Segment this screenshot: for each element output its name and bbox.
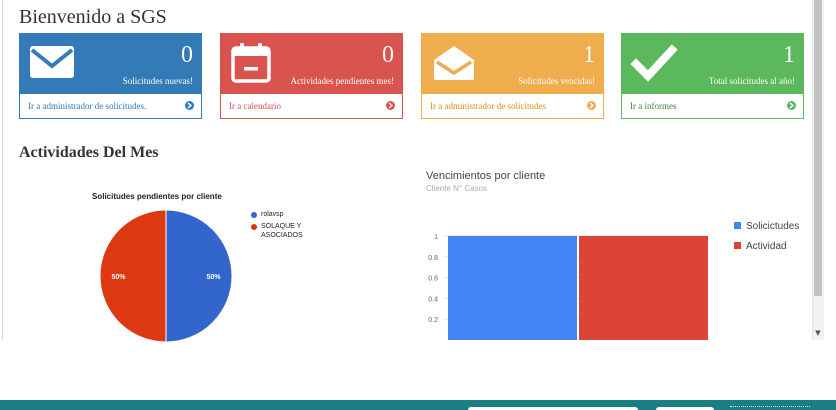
y-tick-label: 1	[434, 234, 438, 241]
card-count: 1	[783, 42, 795, 68]
bar-legend: Solicictudes Actividad	[734, 220, 799, 260]
bar[interactable]	[448, 236, 577, 340]
card-label: Actividades pendientes mes!	[290, 76, 394, 86]
scrollbar-thumb[interactable]	[814, 0, 822, 296]
card-count: 1	[583, 42, 595, 68]
footer-button[interactable]	[656, 407, 714, 410]
legend-dot	[251, 224, 257, 230]
legend-swatch	[734, 242, 741, 249]
footer-bar	[0, 400, 836, 410]
card-link-label: Ir a administrador de solicitudes	[430, 101, 546, 111]
page-title: Bienvenido a SGS	[19, 6, 167, 28]
card-link[interactable]: Ir a informes	[622, 94, 803, 118]
arrow-circle-right-icon	[386, 101, 395, 110]
card-count: 0	[382, 42, 394, 68]
card-header: 0 Solicitudes nuevas!	[20, 34, 201, 94]
card-label: Solicitudes nuevas!	[122, 76, 193, 86]
legend-label: SOLAQUE Y ASOCIADOS	[261, 223, 303, 239]
pending-activities-card: 0 Actividades pendientes mes! Ir a calen…	[220, 33, 403, 119]
card-label: Solicitudes vencidas!	[518, 76, 595, 86]
pie-slice-label: 50%	[207, 274, 222, 281]
legend-swatch	[734, 222, 741, 229]
arrow-circle-right-icon	[185, 101, 194, 110]
arrow-circle-right-icon	[787, 101, 796, 110]
card-header: 0 Actividades pendientes mes!	[221, 34, 402, 94]
scroll-down-icon[interactable]: ▼	[815, 329, 821, 337]
card-header: 1 Solicitudes vencidas!	[422, 34, 603, 94]
legend-dot	[251, 212, 257, 218]
calendar-icon	[231, 43, 271, 83]
y-tick-label: 0.2	[428, 317, 438, 324]
pie-slice[interactable]	[99, 209, 167, 342]
pie-chart: 50% 50%	[99, 209, 233, 342]
y-tick-label: 0.6	[428, 276, 438, 283]
y-tick-label: 0.4	[428, 296, 438, 303]
bar-chart-title: Vencimientos por cliente	[426, 170, 546, 182]
content-border	[2, 0, 3, 340]
pie-legend-item[interactable]: rolavsp	[251, 210, 311, 219]
footer-input[interactable]	[468, 407, 638, 410]
card-link[interactable]: Ir a calendario	[221, 94, 402, 118]
total-requests-card: 1 Total solicitudes al año! Ir a informe…	[621, 33, 804, 119]
pie-slice[interactable]	[165, 209, 233, 342]
bar-legend-item[interactable]: Actividad	[734, 240, 799, 253]
check-icon	[630, 44, 678, 82]
pie-chart-title: Solicitudes pendientes por cliente	[92, 192, 222, 201]
card-link-label: Ir a informes	[630, 101, 677, 111]
y-tick-label: 0.8	[428, 255, 438, 262]
footer-divider	[730, 406, 810, 409]
card-header: 1 Total solicitudes al año!	[622, 34, 803, 94]
card-count: 0	[181, 42, 193, 68]
new-requests-card: 0 Solicitudes nuevas! Ir a administrador…	[19, 33, 202, 119]
arrow-circle-right-icon	[587, 101, 596, 110]
bar[interactable]	[579, 236, 708, 340]
expired-requests-card: 1 Solicitudes vencidas! Ir a administrad…	[421, 33, 604, 119]
bar-chart: 0.2 0.4 0.6 0.8 1	[428, 234, 708, 340]
legend-label: rolavsp	[261, 211, 284, 218]
legend-label: Solicictudes	[746, 221, 800, 232]
card-link[interactable]: Ir a administrador de solicitudes.	[20, 94, 201, 118]
bar-chart-subtitle: Cliente N° Casos	[426, 184, 487, 193]
card-link-label: Ir a calendario	[229, 101, 281, 111]
envelope-icon	[30, 46, 74, 78]
pie-legend-item[interactable]: SOLAQUE Y ASOCIADOS	[251, 222, 311, 240]
card-link[interactable]: Ir a administrador de solicitudes	[422, 94, 603, 118]
pie-legend: rolavsp SOLAQUE Y ASOCIADOS	[251, 210, 311, 240]
bar-legend-item[interactable]: Solicictudes	[734, 220, 799, 233]
card-link-label: Ir a administrador de solicitudes.	[28, 101, 147, 111]
envelope-open-icon	[434, 46, 474, 80]
legend-label: Actividad	[746, 241, 787, 252]
section-title: Actividades Del Mes	[19, 144, 159, 161]
pie-slice-label: 50%	[111, 274, 126, 281]
card-label: Total solicitudes al año!	[708, 76, 795, 86]
